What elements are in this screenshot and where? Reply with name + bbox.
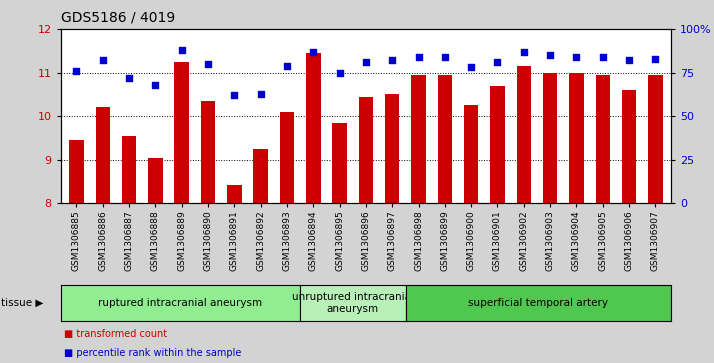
Text: unruptured intracranial
aneurysm: unruptured intracranial aneurysm [291, 292, 413, 314]
Point [466, 65, 477, 70]
Bar [96, 107, 110, 203]
Bar [333, 123, 347, 203]
Point [150, 82, 161, 88]
Text: GDS5186 / 4019: GDS5186 / 4019 [61, 11, 175, 25]
Point [360, 59, 371, 65]
Point [176, 47, 188, 53]
Point [281, 63, 293, 69]
Point [544, 52, 555, 58]
Point [623, 57, 635, 63]
Bar [122, 136, 136, 203]
Bar [622, 90, 636, 203]
Text: tissue ▶: tissue ▶ [1, 298, 43, 308]
Point [413, 54, 424, 60]
Point [650, 56, 661, 62]
Bar [438, 75, 452, 203]
Bar [253, 149, 268, 203]
Bar [149, 158, 163, 203]
Point [492, 59, 503, 65]
Bar [543, 73, 558, 203]
Bar [69, 140, 84, 203]
Text: ■ percentile rank within the sample: ■ percentile rank within the sample [64, 347, 241, 358]
Point [386, 57, 398, 63]
Point [439, 54, 451, 60]
Point [124, 75, 135, 81]
Bar [491, 86, 505, 203]
Bar [201, 101, 216, 203]
Point [518, 49, 530, 54]
Point [71, 68, 82, 74]
Text: ■ transformed count: ■ transformed count [64, 329, 167, 339]
Bar [174, 62, 189, 203]
Bar [595, 75, 610, 203]
Bar [306, 53, 321, 203]
Point [228, 92, 240, 98]
Bar [464, 105, 478, 203]
Point [255, 91, 266, 97]
Point [334, 70, 346, 76]
Bar [569, 73, 583, 203]
Point [308, 49, 319, 54]
Bar [227, 185, 241, 203]
Point [597, 54, 608, 60]
Bar [358, 97, 373, 203]
Text: superficial temporal artery: superficial temporal artery [468, 298, 608, 308]
Point [202, 61, 213, 67]
Text: ruptured intracranial aneurysm: ruptured intracranial aneurysm [98, 298, 262, 308]
Bar [516, 66, 531, 203]
Bar [411, 75, 426, 203]
Bar [280, 112, 294, 203]
Bar [385, 94, 399, 203]
Point [97, 57, 109, 63]
Point [570, 54, 582, 60]
Bar [648, 75, 663, 203]
